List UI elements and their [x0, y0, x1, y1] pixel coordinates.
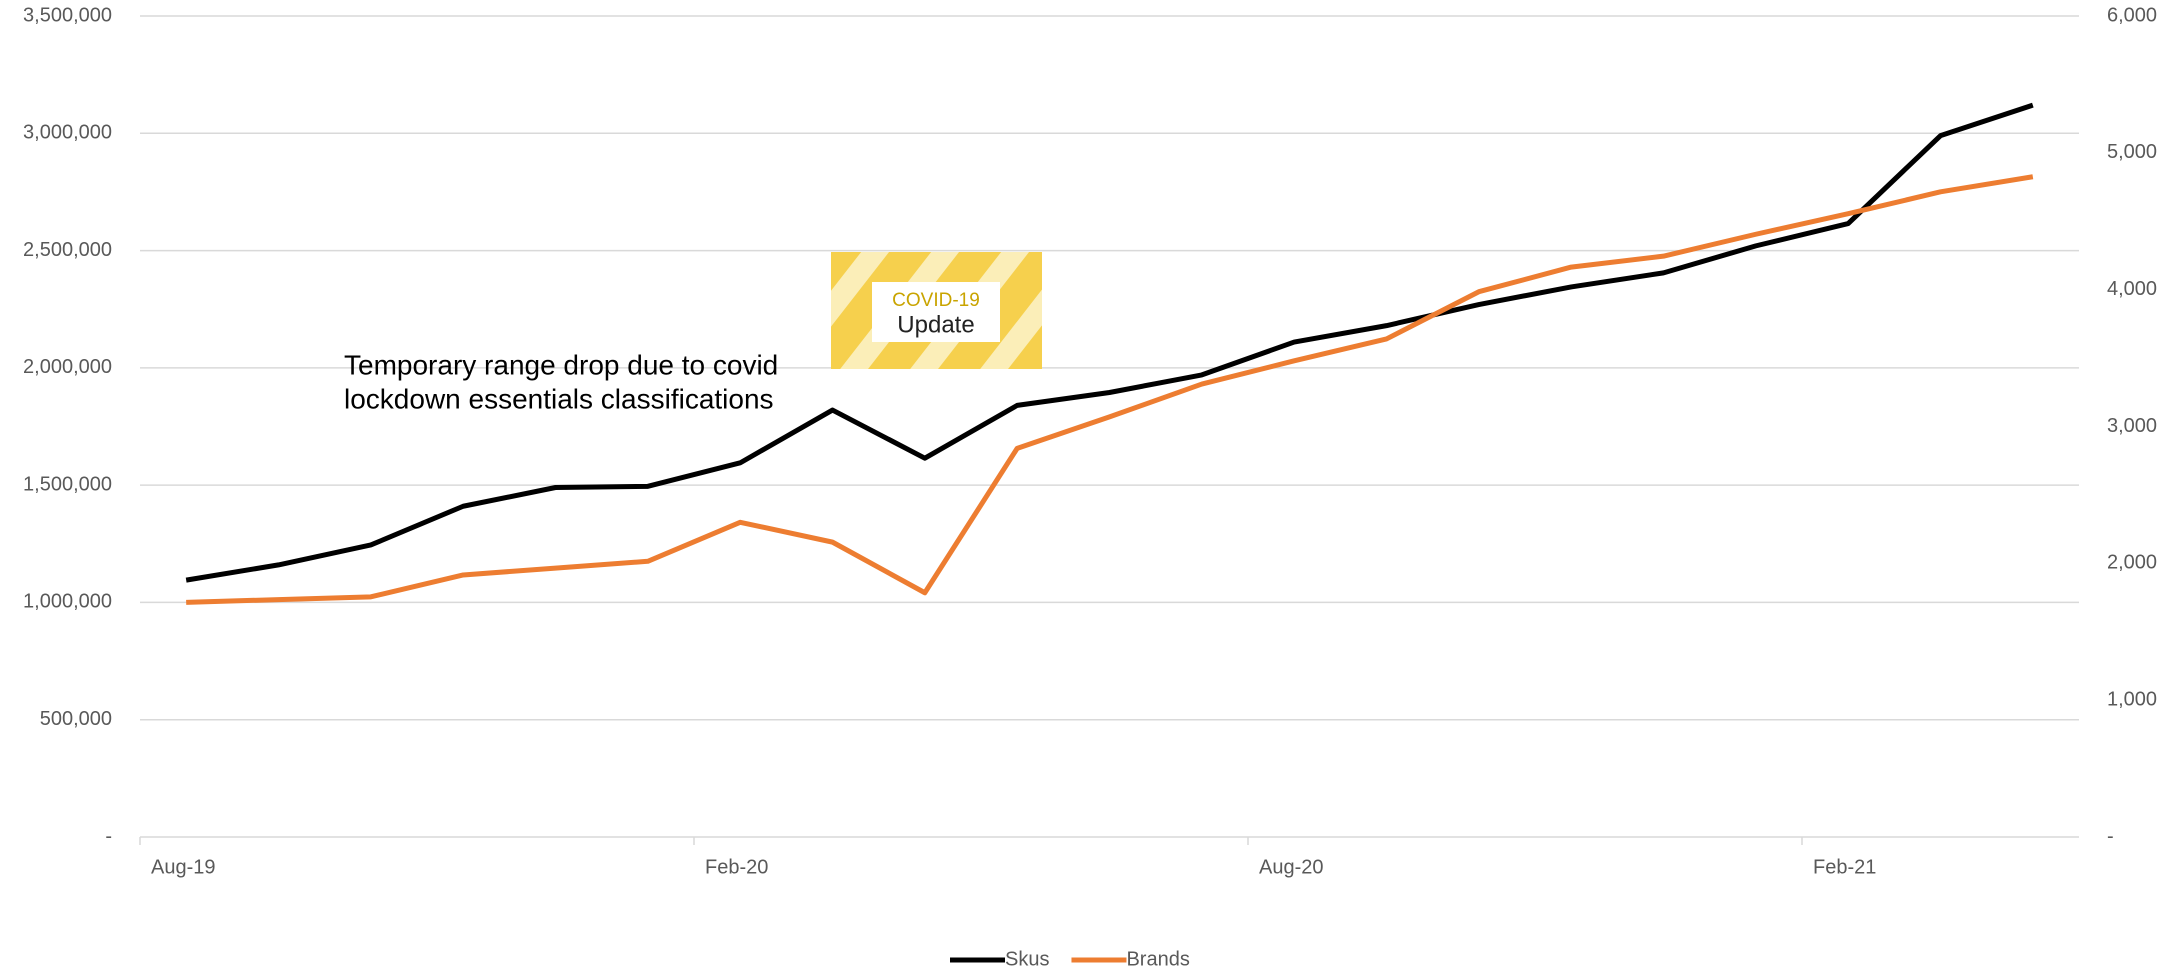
y-tick-label: 2,500,000 [23, 239, 112, 261]
badge-text: Update [897, 311, 974, 338]
y2-tick-label: 4,000 [2107, 278, 2157, 300]
series-line [186, 174, 2034, 605]
y-tick-label: 2,000,000 [23, 356, 112, 378]
legend-label: Brands [1126, 948, 1189, 970]
x-tick-label: Feb-21 [1813, 856, 1876, 878]
badge-text: COVID-19 [892, 290, 980, 311]
x-tick-label: Feb-20 [705, 856, 768, 878]
y-tick-label: 1,000,000 [23, 591, 112, 613]
y-tick-label: - [105, 825, 112, 847]
series-line [185, 102, 2034, 583]
y2-tick-label: 3,000 [2107, 415, 2157, 437]
y-tick-label: 3,500,000 [23, 4, 112, 26]
x-tick-label: Aug-19 [151, 856, 216, 878]
y-tick-label: 1,500,000 [23, 473, 112, 495]
covid-badge: COVID-19 Update [831, 252, 1042, 369]
badge-panel [872, 282, 1000, 342]
y2-tick-label: - [2107, 825, 2114, 847]
y2-tick-label: 5,000 [2107, 141, 2157, 163]
legend-label: Skus [1005, 948, 1049, 970]
annotation: Temporary range drop due to covid [344, 349, 778, 380]
plot: - 500,000 1,000,000 1,500,000 2,000,000 2,500… [23, 4, 2157, 970]
y2-tick-label: 6,000 [2107, 4, 2157, 26]
annotation: lockdown essentials classifications [344, 383, 774, 414]
y-tick-label: 500,000 [40, 708, 112, 730]
y2-tick-label: 1,000 [2107, 688, 2157, 710]
y2-tick-label: 2,000 [2107, 552, 2157, 574]
x-tick-label: Aug-20 [1259, 856, 1324, 878]
y-tick-label: 3,000,000 [23, 122, 112, 144]
